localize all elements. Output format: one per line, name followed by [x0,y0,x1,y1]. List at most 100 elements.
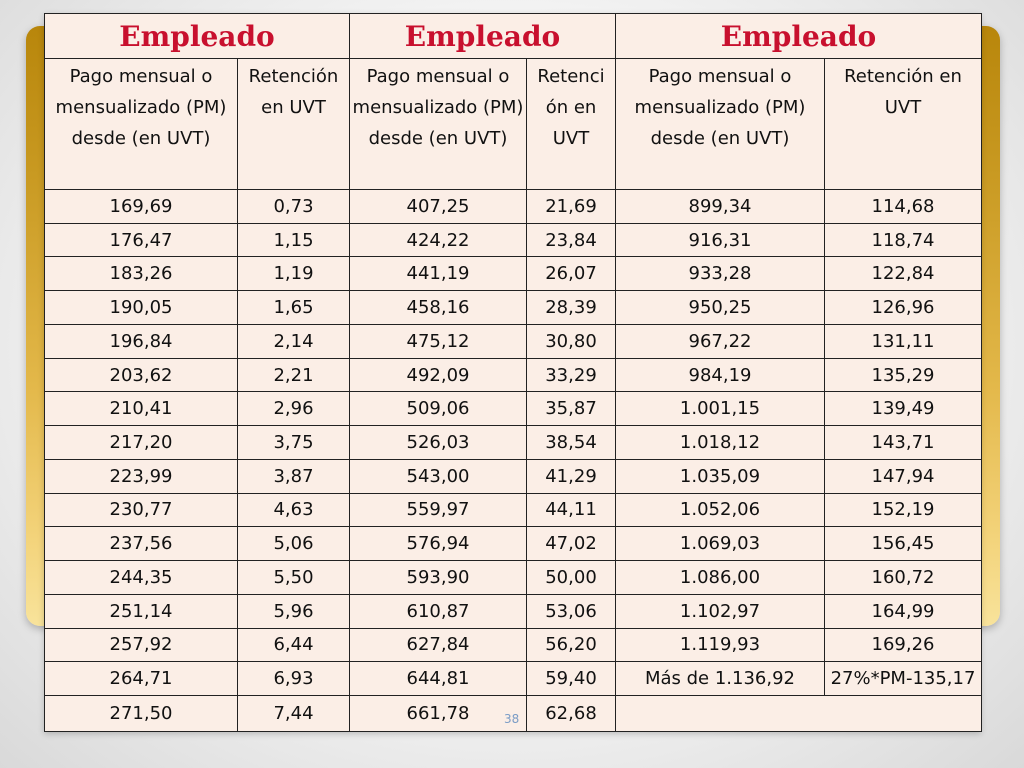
table-cell: 47,02 [526,526,616,562]
column-header: Retención en UVT [237,58,350,190]
table-cell: 28,39 [526,290,616,325]
table-cell-empty [615,695,982,732]
table-cell: 543,00 [349,458,527,494]
table-cell: 147,94 [824,458,982,494]
table-cell: 131,11 [824,323,982,359]
table-cell: 44,11 [526,492,616,528]
table-cell: 475,12 [349,323,527,359]
table-row: 190,05 1,65 458,16 28,39 950,25 126,96 [44,290,982,325]
table-cell: 50,00 [526,560,616,595]
table-row: 169,69 0,73 407,25 21,69 899,34 114,68 [44,189,982,224]
table-row: 217,20 3,75 526,03 38,54 1.018,12 143,71 [44,425,982,460]
table-cell: 1.119,93 [615,627,825,663]
table-cell: 1.001,15 [615,391,825,427]
table-cell: 407,25 [349,189,527,224]
table-cell: 661,78 [349,695,527,732]
table-row: 196,84 2,14 475,12 30,80 967,22 131,11 [44,323,982,359]
title-row: Empleado Empleado Empleado [44,13,982,59]
table-cell: 118,74 [824,222,982,258]
table-cell: 967,22 [615,323,825,359]
column-header: Pago mensual o mensualizado (PM) desde (… [615,58,825,190]
table-cell: 627,84 [349,627,527,663]
table-cell: 169,69 [44,189,238,224]
table-cell: 169,26 [824,627,982,663]
table-row: 271,50 7,44 661,78 62,68 [44,695,982,732]
table-cell: 458,16 [349,290,527,325]
table-cell: 1.086,00 [615,560,825,595]
table-row: 251,14 5,96 610,87 53,06 1.102,97 164,99 [44,593,982,629]
table-cell: 509,06 [349,391,527,427]
column-group-title: Empleado [349,13,616,59]
table-cell: 1,65 [237,290,350,325]
table-row: 244,35 5,50 593,90 50,00 1.086,00 160,72 [44,560,982,595]
table-cell: 56,20 [526,627,616,663]
table-row: 264,71 6,93 644,81 59,40 Más de 1.136,92 27%*… [44,661,982,697]
table-cell: 593,90 [349,560,527,595]
table-cell: 5,50 [237,560,350,595]
table-cell: 5,06 [237,526,350,562]
table-cell: 210,41 [44,391,238,427]
table-cell: 441,19 [349,256,527,292]
table-cell: 424,22 [349,222,527,258]
table-cell: 2,14 [237,323,350,359]
table-cell: 176,47 [44,222,238,258]
table-row: 237,56 5,06 576,94 47,02 1.069,03 156,45 [44,526,982,562]
table-cell: 950,25 [615,290,825,325]
table-cell: 264,71 [44,661,238,697]
table-cell: 27%*PM-135,17 [824,661,982,697]
table-cell: Más de 1.136,92 [615,661,825,697]
table-cell: 1.035,09 [615,458,825,494]
table-cell: 38,54 [526,425,616,460]
table-row: 230,77 4,63 559,97 44,11 1.052,06 152,19 [44,492,982,528]
table-cell: 41,29 [526,458,616,494]
table-cell: 576,94 [349,526,527,562]
column-header: Retención en UVT [824,58,982,190]
table-cell: 126,96 [824,290,982,325]
table-cell: 217,20 [44,425,238,460]
table-cell: 164,99 [824,593,982,629]
table-cell: 559,97 [349,492,527,528]
table-cell: 526,03 [349,425,527,460]
table-cell: 135,29 [824,357,982,393]
column-header: Pago mensual o mensualizado (PM) desde (… [349,58,527,190]
table-cell: 190,05 [44,290,238,325]
table-cell: 3,87 [237,458,350,494]
table-cell: 23,84 [526,222,616,258]
table-cell: 251,14 [44,593,238,629]
table-cell: 1.018,12 [615,425,825,460]
table-cell: 933,28 [615,256,825,292]
table-cell: 230,77 [44,492,238,528]
table-cell: 223,99 [44,458,238,494]
table-row: 203,62 2,21 492,09 33,29 984,19 135,29 [44,357,982,393]
table-row: 257,92 6,44 627,84 56,20 1.119,93 169,26 [44,627,982,663]
table-cell: 492,09 [349,357,527,393]
table-cell: 899,34 [615,189,825,224]
table-cell: 33,29 [526,357,616,393]
column-group-title: Empleado [615,13,982,59]
table-cell: 3,75 [237,425,350,460]
table-cell: 4,63 [237,492,350,528]
table-cell: 6,93 [237,661,350,697]
table-cell: 143,71 [824,425,982,460]
table-cell: 1,19 [237,256,350,292]
table-row: 223,99 3,87 543,00 41,29 1.035,09 147,94 [44,458,982,494]
table-cell: 7,44 [237,695,350,732]
table-body: 169,69 0,73 407,25 21,69 899,34 114,68 176,47 1… [44,189,982,732]
table-cell: 62,68 [526,695,616,732]
table-cell: 160,72 [824,560,982,595]
table-cell: 35,87 [526,391,616,427]
column-group-title: Empleado [44,13,350,59]
table-cell: 237,56 [44,526,238,562]
table-cell: 1,15 [237,222,350,258]
table-cell: 26,07 [526,256,616,292]
table-cell: 1.052,06 [615,492,825,528]
retention-table-container: Empleado Empleado Empleado Pago mensual … [44,13,982,732]
table-cell: 59,40 [526,661,616,697]
table-cell: 6,44 [237,627,350,663]
table-cell: 30,80 [526,323,616,359]
table-cell: 1.069,03 [615,526,825,562]
table-row: 176,47 1,15 424,22 23,84 916,31 118,74 [44,222,982,258]
table-cell: 203,62 [44,357,238,393]
table-cell: 2,96 [237,391,350,427]
table-cell: 271,50 [44,695,238,732]
